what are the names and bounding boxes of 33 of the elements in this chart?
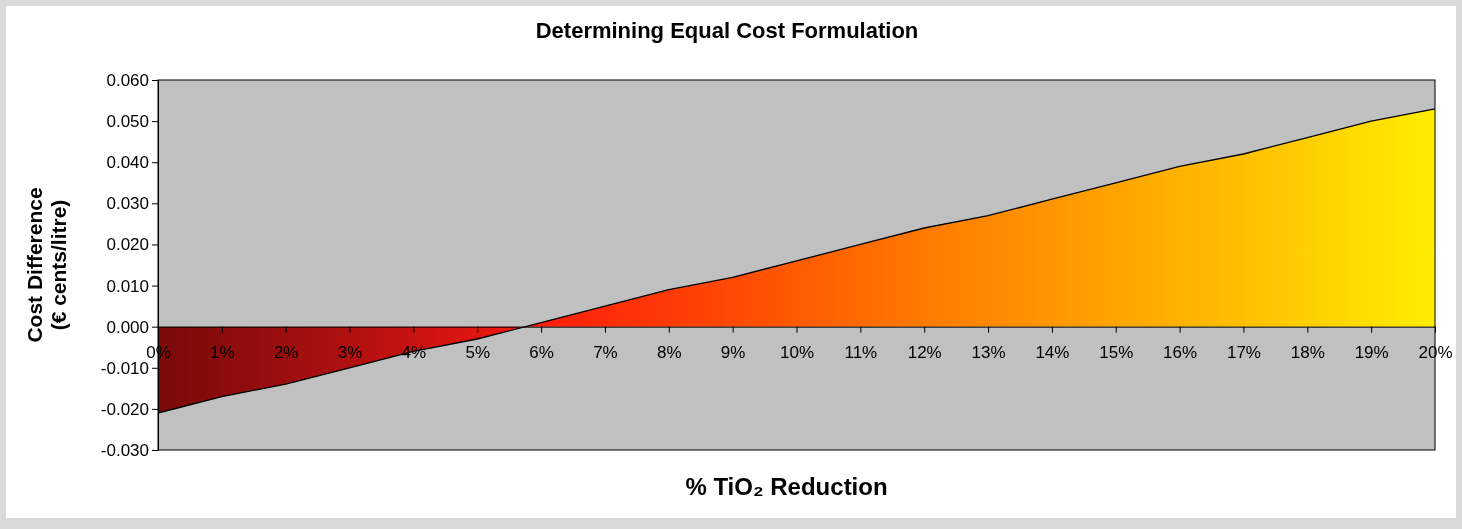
x-tick-label: 9%	[720, 342, 746, 362]
y-tick-label: 0.060	[106, 70, 149, 90]
x-tick-label: 20%	[1418, 342, 1453, 362]
x-tick-label: 18%	[1290, 342, 1325, 362]
x-tick-label: 1%	[210, 342, 235, 362]
y-tick-label: 0.000	[106, 317, 149, 337]
x-tick-label: 5%	[465, 342, 491, 362]
x-tick-label: 8%	[657, 342, 682, 362]
x-tick-label: 16%	[1163, 342, 1198, 362]
x-tick-label: 14%	[1035, 342, 1070, 362]
x-tick-label: 10%	[779, 342, 815, 362]
x-tick-label: 15%	[1099, 342, 1134, 362]
chart-title: Determining Equal Cost Formulation	[535, 18, 919, 43]
x-tick-label: 2%	[273, 342, 299, 362]
y-tick-label: -0.010	[100, 358, 149, 378]
y-axis-title: Cost Difference (€ cents/litre)	[23, 187, 71, 343]
x-tick-label: 17%	[1226, 342, 1261, 362]
y-tick-label: -0.020	[100, 399, 149, 419]
x-tick-label: 13%	[971, 342, 1006, 362]
y-tick-label: 0.010	[106, 276, 149, 296]
y-tick-label: 0.040	[106, 153, 149, 173]
y-tick-label: 0.050	[106, 112, 149, 132]
x-tick-label: 7%	[593, 342, 618, 362]
x-tick-label: 0%	[146, 342, 171, 362]
x-tick-label: 12%	[907, 342, 942, 362]
x-tick-label: 19%	[1354, 342, 1389, 362]
x-tick-label: 6%	[529, 342, 554, 362]
x-tick-label: 3%	[337, 342, 363, 362]
y-tick-label: 0.020	[106, 235, 149, 255]
x-tick-label: 11%	[844, 342, 878, 362]
y-tick-label: 0.030	[106, 194, 149, 214]
y-tick-label: -0.030	[100, 440, 149, 460]
x-axis-title: % TiO₂ Reduction	[685, 473, 888, 500]
